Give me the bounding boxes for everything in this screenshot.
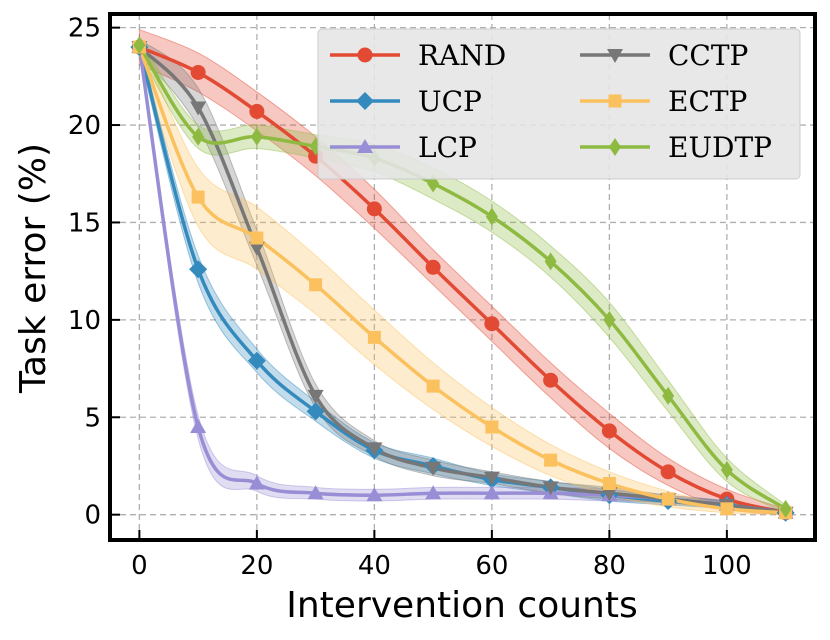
point-cctp-10 [190,101,207,116]
tick-labels: 0 20 40 60 80 100 0 5 10 15 20 25 [68,14,752,581]
point-cctp-60 [483,471,500,486]
legend-label-cctp: CCTP [668,39,748,72]
point-rand-20 [249,103,265,119]
point-lcp-40 [366,487,383,502]
point-eudtp-70 [544,252,557,271]
y-tick-label-15: 15 [68,208,101,238]
point-ucp-10 [189,260,208,279]
point-rand-70 [543,372,559,388]
point-cctp-20 [248,241,265,256]
point-rand-60 [484,316,500,332]
point-ectp-50 [426,379,440,393]
point-eudtp-110 [779,499,792,518]
legend-label-rand: RAND [418,39,506,72]
point-ectp-30 [309,278,323,292]
point-ectp-100 [720,502,734,516]
plot-border [108,12,817,542]
y-tick-label-10: 10 [68,306,101,336]
point-lcp-60 [483,485,500,500]
point-cctp-30 [307,389,324,404]
y-tick-label-20: 20 [68,111,101,141]
x-tick-label-100: 100 [702,551,752,581]
point-lcp-50 [425,485,442,500]
point-rand-10 [190,64,206,80]
point-ectp-80 [602,477,616,491]
point-ucp-20 [247,351,266,370]
y-axis-title: Task error (%) [13,143,54,394]
legend-marker-rand [357,47,373,63]
point-eudtp-100 [720,460,733,479]
point-rand-40 [366,201,382,217]
legend-label-lcp: LCP [418,131,477,164]
point-ectp-20 [250,231,264,245]
y-tick-label-25: 25 [68,14,101,44]
legend: RAND UCP LCP CCTP ECTP EUDTP [317,28,801,180]
x-tick-label-80: 80 [593,551,626,581]
legend-box [317,28,801,180]
y-tick-label-5: 5 [84,403,101,433]
plot-frame [108,12,817,542]
point-eudtp-20 [250,127,263,146]
point-eudtp-90 [662,386,675,405]
point-cctp-40 [366,442,383,457]
point-rand-80 [601,423,617,439]
point-ectp-90 [661,492,675,506]
legend-marker-ectp [608,94,622,108]
legend-label-ucp: UCP [418,85,482,118]
legend-label-ectp: ECTP [668,85,747,118]
point-ectp-10 [191,190,205,204]
point-rand-90 [660,464,676,480]
x-tick-label-40: 40 [358,551,391,581]
point-lcp-30 [307,485,324,500]
point-rand-50 [425,259,441,275]
y-tick-label-0: 0 [84,501,101,531]
x-tick-label-60: 60 [475,551,508,581]
point-ucp-30 [306,402,325,421]
point-cctp-80 [601,487,618,502]
point-eudtp-60 [485,207,498,226]
legend-marker-eudtp [609,138,621,156]
legend-marker-cctp [607,49,623,63]
series-markers [130,36,795,522]
point-eudtp-80 [603,310,616,329]
x-tick-label-20: 20 [240,551,273,581]
x-tick-label-0: 0 [131,551,148,581]
point-cctp-50 [425,461,442,476]
point-lcp-20 [248,475,265,490]
line-eudtp [137,43,788,511]
legend-marker-lcp [357,139,373,153]
point-ectp-70 [544,453,558,467]
point-lcp-10 [190,419,207,434]
point-ectp-40 [367,330,381,344]
point-eudtp-10 [192,127,205,146]
legend-marker-ucp [356,92,374,110]
legend-label-eudtp: EUDTP [668,131,772,164]
x-axis-title: Intervention counts [286,585,638,626]
point-cctp-70 [542,481,559,496]
point-ectp-60 [485,420,499,434]
point-eudtp-0 [133,36,146,55]
